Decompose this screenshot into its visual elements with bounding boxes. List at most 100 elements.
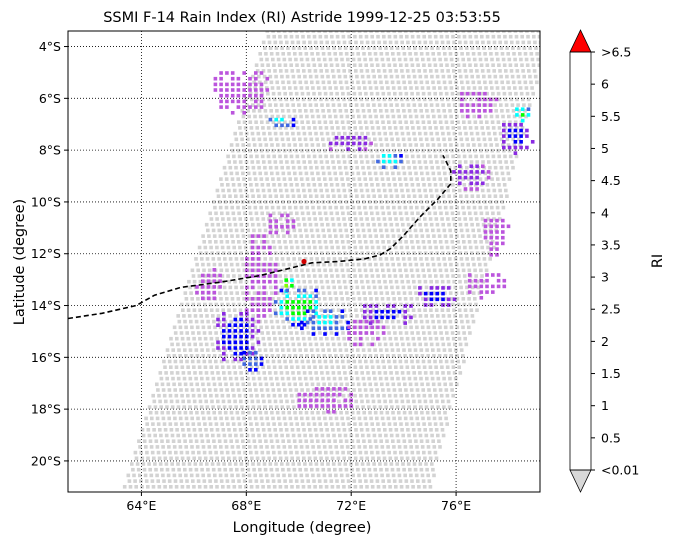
swath-pixel bbox=[288, 57, 292, 62]
rain-pixel bbox=[212, 279, 217, 283]
swath-pixel bbox=[216, 399, 220, 404]
swath-pixel bbox=[414, 410, 418, 415]
swath-pixel bbox=[435, 251, 439, 255]
swath-pixel bbox=[382, 245, 386, 250]
swath-pixel bbox=[299, 57, 304, 62]
swath-pixel bbox=[352, 268, 356, 273]
rain-pixel bbox=[262, 297, 266, 301]
swath-pixel bbox=[259, 57, 264, 62]
swath-pixel bbox=[329, 240, 333, 244]
swath-pixel bbox=[420, 410, 424, 415]
swath-pixel bbox=[441, 194, 446, 198]
swath-pixel bbox=[249, 450, 253, 455]
swath-pixel bbox=[334, 86, 338, 90]
swath-pixel bbox=[176, 342, 180, 347]
swath-pixel bbox=[536, 57, 540, 62]
swath-pixel bbox=[131, 467, 135, 472]
rain-pixel bbox=[352, 141, 356, 146]
swath-pixel bbox=[360, 222, 365, 227]
swath-pixel bbox=[389, 371, 393, 375]
swath-pixel bbox=[232, 274, 236, 278]
rain-pixel bbox=[429, 297, 434, 302]
swath-pixel bbox=[241, 143, 245, 147]
swath-pixel bbox=[329, 268, 333, 273]
rain-pixel bbox=[273, 274, 278, 278]
swath-pixel bbox=[439, 211, 443, 216]
swath-pixel bbox=[398, 31, 402, 33]
swath-pixel bbox=[313, 217, 317, 221]
swath-pixel bbox=[298, 80, 303, 85]
swath-pixel bbox=[495, 86, 500, 90]
swath-pixel bbox=[264, 262, 269, 267]
swath-pixel bbox=[382, 393, 386, 398]
swath-pixel bbox=[510, 103, 515, 107]
swath-pixel bbox=[210, 222, 215, 227]
rain-pixel bbox=[230, 82, 235, 87]
rain-pixel bbox=[273, 279, 278, 284]
swath-pixel bbox=[330, 393, 334, 398]
swath-pixel bbox=[303, 165, 308, 170]
swath-pixel bbox=[427, 148, 431, 153]
swath-pixel bbox=[374, 382, 378, 387]
swath-pixel bbox=[395, 165, 400, 170]
swath-pixel bbox=[523, 109, 527, 113]
swath-pixel bbox=[283, 359, 287, 364]
swath-pixel bbox=[409, 388, 414, 392]
swath-pixel bbox=[303, 74, 307, 79]
swath-pixel bbox=[307, 308, 312, 312]
swath-pixel bbox=[382, 485, 387, 489]
swath-pixel bbox=[394, 365, 398, 369]
swath-pixel bbox=[402, 291, 407, 295]
swath-pixel bbox=[364, 211, 368, 216]
swath-pixel bbox=[268, 131, 272, 136]
swath-pixel bbox=[357, 31, 362, 33]
swath-pixel bbox=[452, 279, 456, 284]
swath-pixel bbox=[405, 97, 410, 102]
rain-pixel bbox=[308, 305, 313, 310]
swath-pixel bbox=[231, 268, 235, 273]
swath-pixel bbox=[194, 376, 198, 381]
swath-pixel bbox=[321, 348, 325, 352]
swath-pixel bbox=[392, 416, 396, 421]
swath-pixel bbox=[198, 336, 202, 341]
swath-pixel bbox=[548, 29, 552, 33]
swath-pixel bbox=[260, 331, 264, 335]
swath-pixel bbox=[361, 109, 366, 113]
swath-pixel bbox=[312, 211, 316, 216]
swath-pixel bbox=[199, 462, 203, 466]
swath-pixel bbox=[394, 485, 398, 489]
swath-pixel bbox=[279, 279, 283, 284]
swath-pixel bbox=[242, 120, 247, 124]
rain-pixel bbox=[268, 245, 272, 250]
swath-pixel bbox=[294, 416, 298, 421]
swath-pixel bbox=[382, 365, 386, 369]
swath-pixel bbox=[369, 268, 374, 273]
swath-pixel bbox=[341, 126, 346, 130]
rain-pixel bbox=[483, 224, 488, 229]
swath-pixel bbox=[189, 291, 193, 295]
swath-pixel bbox=[297, 46, 302, 50]
swath-pixel bbox=[325, 188, 329, 193]
swath-pixel bbox=[220, 274, 225, 278]
swath-pixel bbox=[432, 177, 437, 181]
swath-pixel bbox=[213, 388, 218, 392]
swath-pixel bbox=[284, 428, 289, 432]
swath-pixel bbox=[269, 200, 274, 204]
swath-pixel bbox=[373, 200, 378, 204]
swath-pixel bbox=[317, 297, 321, 301]
swath-pixel bbox=[203, 456, 208, 461]
swath-pixel bbox=[234, 257, 239, 261]
rain-pixel bbox=[265, 76, 270, 81]
swath-pixel bbox=[270, 354, 275, 358]
rain-pixel bbox=[328, 315, 333, 319]
swath-pixel bbox=[355, 376, 360, 381]
swath-pixel bbox=[337, 399, 341, 404]
swath-pixel bbox=[459, 314, 463, 318]
swath-pixel bbox=[368, 410, 372, 415]
swath-pixel bbox=[418, 314, 423, 318]
swath-pixel bbox=[323, 91, 328, 96]
swath-pixel bbox=[250, 399, 255, 404]
swath-pixel bbox=[476, 194, 480, 198]
swath-pixel bbox=[312, 450, 316, 455]
swath-pixel bbox=[353, 393, 357, 398]
